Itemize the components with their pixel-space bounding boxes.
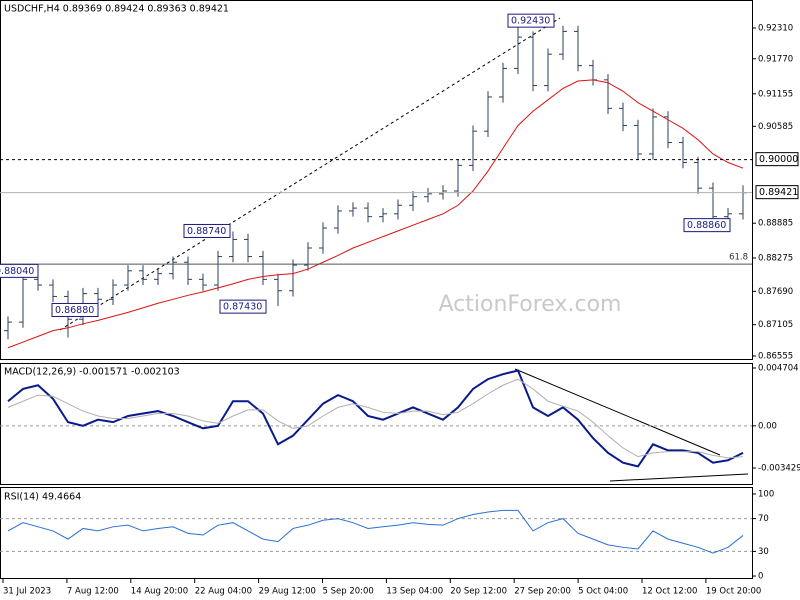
moving-average: [7, 79, 744, 349]
price-label-box: [0, 263, 39, 278]
price-label: 0.88860: [687, 220, 726, 231]
price-panel: [0, 0, 753, 360]
price-label: 0.88740: [187, 226, 226, 237]
y-tick-label: 0.004704: [758, 363, 799, 373]
price-label: 0.88040: [0, 266, 34, 277]
y-tick-label: 0: [758, 572, 763, 582]
x-tick-label: 29 Aug 12:00: [259, 587, 316, 597]
y-tick-label: 0.88885: [758, 219, 793, 229]
level-label: 61.8: [729, 253, 748, 263]
y-tick-label: 0.91155: [758, 89, 793, 99]
price-label: 0.86880: [55, 305, 94, 316]
y-tick-label: 100: [758, 489, 774, 499]
price-label: 0.87430: [223, 302, 262, 313]
x-tick-label: 5 Oct 04:00: [578, 587, 628, 597]
panel-title: RSI(14) 49.4664: [4, 492, 81, 503]
y-tick-label: 0.87690: [758, 287, 793, 297]
rsi-panel: [0, 487, 753, 579]
price-label-box: [507, 13, 555, 28]
x-tick-label: 14 Aug 20:00: [131, 587, 188, 597]
y-tick-label: -0.003429: [758, 464, 800, 474]
price-label-box: [219, 299, 267, 314]
x-tick-label: 27 Sep 20:00: [514, 587, 571, 597]
x-tick-label: 7 Aug 12:00: [67, 587, 119, 597]
macd-support-line: [609, 473, 749, 482]
indicator-line: [7, 509, 744, 554]
y-tick-label: 0.88275: [758, 253, 793, 263]
level-label-box: [755, 152, 799, 167]
price-label-box: [683, 218, 731, 233]
last-price-label-box: [755, 185, 799, 200]
x-tick-label: 22 Aug 04:00: [195, 587, 252, 597]
indicator-line: [7, 378, 744, 459]
x-tick-label: 31 Jul 2023: [3, 587, 51, 597]
x-tick-label: 12 Oct 12:00: [642, 587, 697, 597]
price-label-box: [51, 302, 99, 317]
x-tick-label: 19 Oct 20:00: [706, 587, 761, 597]
price-label-box: [183, 223, 231, 238]
macd-panel: [0, 363, 753, 485]
y-tick-label: 0.87105: [758, 320, 793, 330]
y-tick-label: 30: [758, 547, 769, 557]
y-tick-label: 0.91770: [758, 54, 793, 64]
y-tick-label: 70: [758, 514, 769, 524]
x-tick-label: 13 Sep 04:00: [386, 587, 443, 597]
level-label: 0.90000: [759, 154, 798, 165]
last-price-label: 0.89421: [759, 187, 798, 198]
y-tick-label: 0.92310: [758, 23, 793, 33]
macd-trend-line: [514, 368, 721, 456]
x-tick-label: 20 Sep 12:00: [450, 587, 507, 597]
watermark: ActionForex.com: [439, 292, 622, 317]
y-tick-label: 0.00: [758, 421, 777, 431]
x-tick-label: 5 Sep 20:00: [323, 587, 374, 597]
panel-title: USDCHF,H4 0.89369 0.89424 0.89363 0.8942…: [4, 4, 229, 15]
y-tick-label: 0.90585: [758, 122, 793, 132]
indicator-line: [7, 369, 744, 468]
y-tick-label: 0.86555: [758, 352, 793, 362]
price-label: 0.92430: [511, 16, 550, 27]
panel-title: MACD(12,26,9) -0.001571 -0.002103: [4, 367, 180, 378]
